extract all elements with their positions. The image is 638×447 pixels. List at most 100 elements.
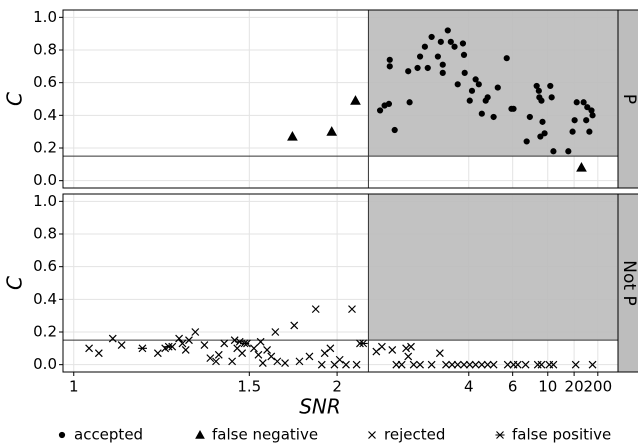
point — [181, 346, 190, 354]
point — [439, 69, 446, 76]
point — [326, 344, 335, 353]
point — [254, 350, 263, 359]
point — [453, 360, 462, 369]
point — [451, 43, 458, 50]
point — [305, 352, 314, 361]
legend-label: false positive — [512, 426, 611, 444]
point — [584, 104, 591, 111]
point — [537, 133, 544, 140]
point — [376, 107, 384, 114]
point — [447, 38, 454, 45]
strip-label: P — [619, 94, 638, 104]
x-tick-label: 10 — [538, 378, 557, 396]
point — [538, 97, 545, 104]
point — [397, 360, 406, 369]
point — [406, 99, 413, 106]
point — [206, 354, 215, 363]
point — [416, 360, 424, 369]
point — [490, 113, 497, 121]
point — [317, 360, 326, 369]
point — [409, 360, 418, 369]
point — [263, 346, 272, 354]
point — [428, 33, 435, 41]
point — [478, 110, 485, 117]
strip — [617, 193, 638, 373]
y-tick-label: 1.0 — [33, 8, 57, 26]
y-axis-title: C — [3, 276, 27, 290]
point — [424, 64, 431, 72]
point — [494, 84, 501, 91]
point — [386, 56, 393, 63]
point — [335, 355, 344, 364]
point — [137, 344, 147, 353]
point — [108, 334, 117, 343]
point — [185, 336, 193, 345]
y-tick-label: 0.2 — [33, 138, 57, 156]
point — [220, 339, 229, 348]
point — [178, 339, 187, 348]
point — [421, 43, 428, 50]
point — [437, 38, 444, 45]
point — [250, 344, 258, 353]
point — [535, 87, 542, 94]
point — [434, 53, 441, 60]
point — [352, 360, 361, 369]
point — [533, 360, 542, 369]
point — [258, 359, 267, 367]
point — [588, 107, 595, 114]
y-tick-label: 0.0 — [33, 355, 57, 373]
legend-label: false negative — [212, 426, 318, 444]
point — [228, 357, 237, 366]
legend-marker — [495, 431, 505, 439]
point — [212, 357, 220, 366]
point — [465, 360, 474, 369]
point — [454, 81, 461, 88]
point — [448, 360, 457, 369]
point — [238, 349, 247, 358]
point — [513, 360, 522, 369]
point — [549, 360, 558, 369]
point — [548, 94, 555, 101]
point — [311, 305, 320, 314]
point — [388, 346, 397, 354]
point — [427, 360, 436, 369]
point — [230, 336, 239, 345]
point — [466, 97, 473, 104]
point — [477, 360, 486, 369]
point — [444, 27, 451, 34]
point — [483, 360, 492, 369]
x-tick-label: 2 — [332, 378, 342, 396]
selection-region — [368, 10, 618, 157]
x-axis-title: SNR — [299, 395, 341, 419]
point — [405, 68, 412, 75]
x-tick-label: 6 — [508, 378, 518, 396]
point — [391, 126, 398, 134]
point — [348, 305, 356, 314]
point — [460, 51, 468, 59]
point — [461, 69, 468, 76]
point — [459, 40, 467, 47]
point — [414, 64, 421, 72]
point — [510, 105, 517, 112]
point — [533, 82, 540, 90]
selection-region — [368, 194, 618, 341]
legend-marker — [195, 429, 205, 439]
legend-marker — [368, 431, 376, 439]
y-tick-label: 0.6 — [33, 73, 57, 91]
point — [541, 130, 548, 137]
strip-label: Not P — [619, 260, 638, 305]
point — [416, 53, 424, 60]
point — [471, 360, 480, 369]
point — [523, 138, 530, 145]
point — [350, 95, 361, 105]
y-tick-label: 0.8 — [33, 41, 57, 59]
point — [573, 99, 580, 106]
point — [267, 352, 276, 361]
point — [271, 328, 280, 336]
point — [460, 360, 468, 369]
point — [503, 55, 510, 62]
point — [386, 63, 393, 70]
point — [472, 76, 479, 83]
point — [175, 334, 184, 343]
